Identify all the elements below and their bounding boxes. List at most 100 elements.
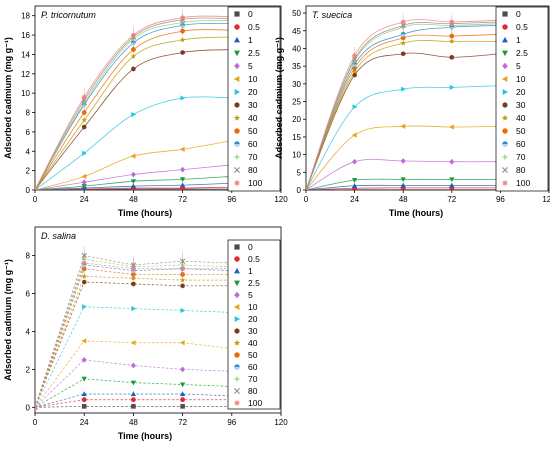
legend-label: 40 [248, 338, 258, 348]
data-point [449, 34, 454, 39]
y-tick-label: 15 [292, 133, 301, 142]
y-tick-label: 6 [26, 128, 31, 137]
data-point [180, 366, 185, 372]
data-point [180, 37, 186, 42]
legend-label: 0.5 [248, 22, 260, 32]
x-tick-label: 48 [129, 418, 138, 427]
y-tick-label: 40 [292, 44, 301, 53]
legend-label: 0.5 [248, 254, 260, 264]
legend-label: 40 [516, 113, 526, 123]
data-point [82, 377, 87, 382]
x-tick-label: 24 [350, 195, 359, 204]
data-point [131, 391, 136, 396]
data-point [180, 167, 185, 173]
legend-label: 70 [248, 374, 258, 384]
data-point [450, 55, 454, 60]
data-point [401, 51, 405, 56]
data-point [131, 363, 136, 369]
data-point [131, 266, 136, 271]
x-axis-title: Time (hours) [389, 208, 443, 218]
legend-label: 10 [248, 302, 258, 312]
y-tick-label: 6 [26, 289, 31, 298]
y-tick-label: 14 [21, 50, 30, 59]
legend-label: 50 [516, 126, 526, 136]
data-point [180, 340, 185, 345]
y-axis-title: Adsorbed cadmium (mg g⁻¹) [3, 37, 13, 159]
panel-2: 02448729612005101520253035404550Time (ho… [274, 6, 550, 218]
legend-label: 20 [248, 314, 258, 324]
legend-marker [234, 180, 239, 185]
legend-label: 0 [516, 9, 521, 19]
y-tick-label: 35 [292, 62, 301, 71]
legend-label: 1 [248, 266, 253, 276]
data-point [82, 261, 87, 266]
legend-label: 60 [248, 362, 258, 372]
x-tick-label: 0 [33, 195, 38, 204]
x-tick-label: 120 [274, 195, 288, 204]
data-point [450, 20, 455, 25]
data-point [181, 95, 186, 100]
legend-marker [234, 244, 239, 249]
y-axis-title: Adsorbed cadmium (mg g⁻¹) [274, 37, 284, 159]
y-tick-label: 0 [26, 403, 31, 412]
data-point [400, 124, 405, 129]
y-tick-label: 2 [26, 365, 31, 374]
legend-label: 80 [248, 386, 258, 396]
data-point [81, 338, 86, 343]
legend-label: 100 [248, 398, 262, 408]
data-point [180, 147, 185, 152]
legend-marker [234, 352, 239, 357]
series-line [306, 53, 500, 190]
legend-label: 30 [248, 326, 258, 336]
x-tick-label: 96 [227, 195, 236, 204]
data-point [401, 20, 406, 25]
data-point [401, 87, 406, 92]
x-tick-label: 48 [129, 195, 138, 204]
legend-marker [502, 180, 507, 185]
legend-label: 30 [516, 100, 526, 110]
data-point [449, 159, 454, 165]
legend-marker [234, 24, 239, 29]
data-point [180, 283, 184, 288]
legend-marker [502, 11, 507, 16]
y-tick-label: 10 [21, 89, 30, 98]
x-tick-label: 96 [496, 195, 505, 204]
legend-marker [502, 128, 507, 133]
legend-marker [502, 24, 507, 29]
legend-label: 70 [516, 152, 526, 162]
legend-label: 2.5 [516, 48, 528, 58]
legend-marker [502, 141, 507, 146]
legend-label: 10 [516, 74, 526, 84]
legend-label: 80 [248, 165, 258, 175]
data-point [131, 33, 136, 38]
y-tick-label: 0 [26, 186, 31, 195]
data-point [131, 404, 136, 409]
data-point [180, 266, 185, 271]
y-tick-label: 4 [26, 147, 31, 156]
legend-label: 5 [248, 61, 253, 71]
panel-title: T. suecica [312, 10, 352, 20]
panel-title: D. salina [41, 231, 76, 241]
series-line [306, 25, 500, 190]
legend-label: 0 [248, 9, 253, 19]
x-tick-label: 72 [178, 418, 187, 427]
x-tick-label: 48 [399, 195, 408, 204]
legend-label: 60 [248, 139, 258, 149]
data-point [131, 306, 136, 311]
data-point [180, 397, 185, 402]
y-tick-label: 0 [297, 186, 302, 195]
y-tick-label: 4 [26, 327, 31, 336]
data-point [181, 308, 186, 313]
legend-label: 100 [516, 178, 530, 188]
y-tick-label: 18 [21, 12, 30, 21]
series-layer [32, 8, 234, 193]
y-tick-label: 45 [292, 27, 301, 36]
legend-label: 5 [248, 290, 253, 300]
y-tick-label: 5 [297, 168, 302, 177]
data-point [131, 112, 136, 117]
data-point [401, 158, 406, 164]
